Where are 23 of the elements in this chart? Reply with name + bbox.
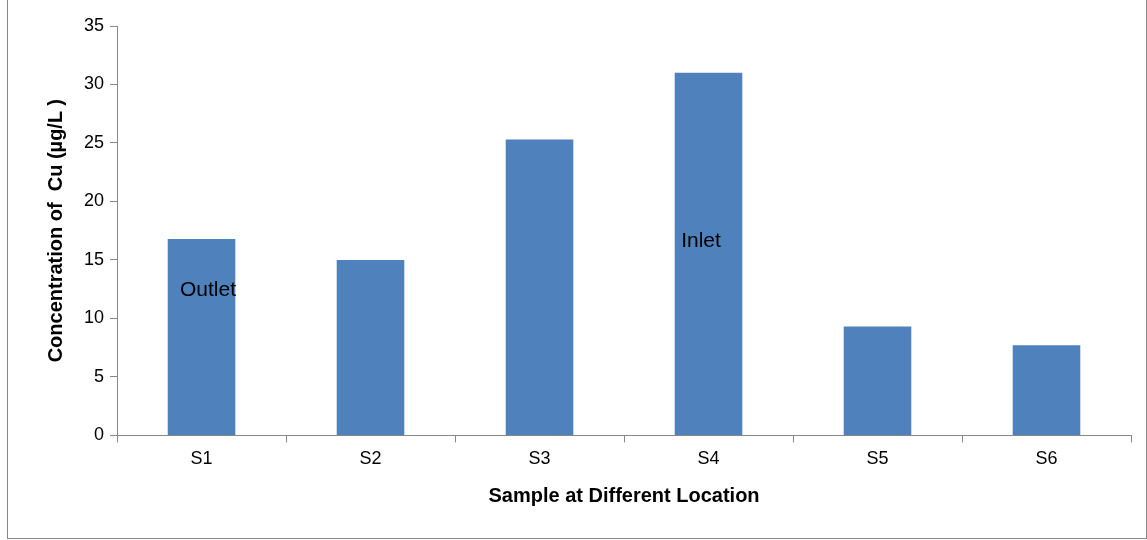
y-tick-label: 30 xyxy=(83,73,105,94)
bar xyxy=(167,238,236,435)
y-tick-label: 25 xyxy=(83,131,105,152)
bar xyxy=(843,326,912,435)
bar xyxy=(505,139,574,435)
x-tick-label: S5 xyxy=(866,448,889,469)
x-tick-label: S3 xyxy=(528,448,551,469)
bar xyxy=(674,72,743,435)
y-tick-label: 35 xyxy=(83,14,105,35)
x-axis-title: Sample at Different Location xyxy=(488,483,760,506)
y-axis-title: Concentration of Cu (µg/L ) xyxy=(43,99,66,363)
x-tick-label: S6 xyxy=(1035,448,1058,469)
x-tick-label: S4 xyxy=(697,448,720,469)
x-tick-label: S2 xyxy=(359,448,382,469)
bar xyxy=(336,259,405,435)
annotation: Inlet xyxy=(681,227,722,251)
y-tick-label: 10 xyxy=(83,307,105,328)
y-tick-label: 5 xyxy=(94,365,105,386)
y-tick-label: 0 xyxy=(94,424,105,445)
y-tick-label: 20 xyxy=(83,190,105,211)
y-tick-label: 15 xyxy=(83,248,105,269)
bar xyxy=(1012,345,1081,435)
x-tick-label: S1 xyxy=(190,448,213,469)
